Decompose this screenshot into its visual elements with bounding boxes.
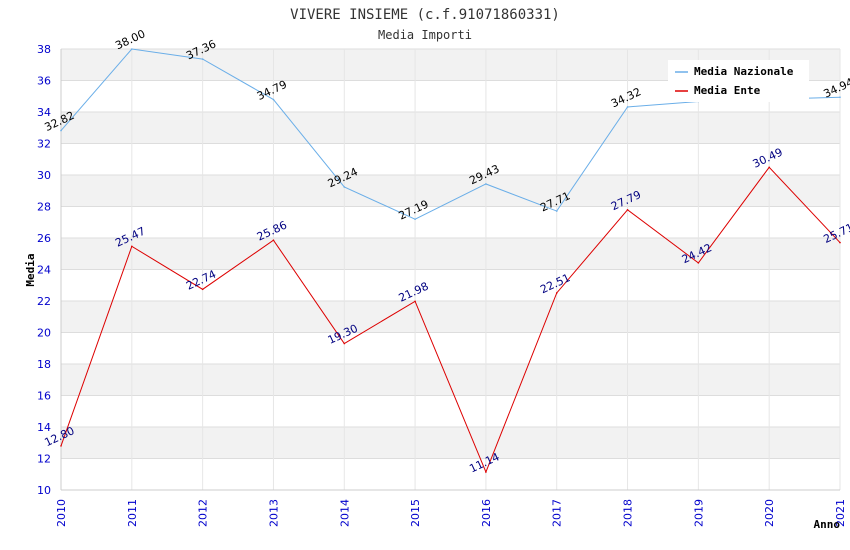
data-point-media-ente [768, 166, 770, 169]
data-point-media-nazionale [343, 186, 346, 188]
data-point-media-nazionale [839, 96, 841, 98]
data-point-media-ente [697, 262, 700, 264]
x-tick-label: 2010 [55, 499, 68, 527]
data-point-media-ente [555, 292, 558, 294]
data-point-media-nazionale [485, 183, 487, 185]
y-axis-ticks: 10 12 14 16 18 20 22 24 26 28 30 32 34 36 38 [37, 43, 51, 497]
data-point-media-ente [626, 209, 629, 211]
x-tick-label: 2021 [834, 499, 847, 527]
legend-label-media-nazionale: Media Nazionale [694, 65, 794, 78]
y-tick-label: 16 [37, 390, 51, 403]
series-line-media-ente [60, 166, 841, 474]
data-point-media-nazionale [272, 98, 275, 101]
y-tick-label: 28 [37, 201, 51, 214]
y-tick-label: 26 [37, 232, 51, 245]
y-tick-label: 12 [37, 453, 51, 466]
x-tick-label: 2016 [480, 499, 493, 527]
y-axis-label: Media [24, 253, 37, 286]
data-point-media-nazionale [555, 210, 558, 212]
data-point-media-ente [343, 342, 346, 345]
data-point-media-ente [485, 471, 487, 473]
data-point-media-ente [131, 245, 133, 248]
x-tick-label: 2012 [197, 499, 210, 527]
x-axis-ticks: 2010 2011 2012 2013 2014 2015 2016 2017 2018 2019… [55, 499, 847, 527]
plot-band [61, 238, 840, 270]
data-point-media-ente [60, 445, 62, 447]
y-tick-label: 20 [37, 327, 51, 340]
plot-band [61, 269, 840, 301]
data-point-media-ente [201, 288, 204, 291]
data-point-media-ente [272, 239, 275, 242]
x-tick-label: 2017 [551, 499, 564, 527]
y-tick-label: 30 [37, 169, 51, 182]
legend-label-media-ente: Media Ente [694, 84, 761, 97]
y-tick-label: 10 [37, 484, 51, 497]
plot-band [61, 427, 840, 459]
data-point-media-nazionale [626, 106, 629, 108]
data-point-media-ente [839, 241, 841, 244]
y-tick-label: 22 [37, 295, 51, 308]
x-tick-label: 2013 [267, 499, 280, 527]
plot-bands [61, 49, 840, 490]
x-tick-label: 2011 [126, 499, 139, 527]
chart-subtitle: Media Importi [378, 28, 472, 42]
x-tick-label: 2018 [622, 499, 635, 527]
plot-band [61, 206, 840, 238]
legend-box [668, 60, 809, 102]
plot-band [61, 301, 840, 333]
data-point-media-nazionale [131, 48, 133, 50]
plot-band [61, 143, 840, 175]
data-point-media-nazionale [201, 58, 204, 60]
data-point-media-ente [414, 300, 416, 303]
plot-band [61, 332, 840, 364]
plot-band [61, 458, 840, 490]
x-axis-label: Anno [814, 518, 841, 531]
x-tick-label: 2014 [338, 499, 351, 527]
y-tick-label: 34 [37, 106, 51, 119]
plot-band [61, 364, 840, 396]
chart-title: VIVERE INSIEME (c.f.91071860331) [290, 7, 560, 23]
legend: Media Nazionale Media Ente [668, 60, 809, 102]
x-tick-label: 2019 [692, 499, 705, 527]
plot-band [61, 112, 840, 144]
data-point-media-nazionale [414, 218, 416, 221]
x-tick-label: 2020 [763, 499, 776, 527]
y-tick-label: 14 [37, 421, 51, 434]
y-tick-label: 38 [37, 43, 51, 56]
x-tick-label: 2015 [409, 499, 422, 527]
y-tick-label: 32 [37, 138, 51, 151]
y-tick-label: 18 [37, 358, 51, 371]
y-tick-label: 24 [37, 264, 51, 277]
y-tick-label: 36 [37, 75, 51, 88]
data-point-media-nazionale [60, 129, 62, 132]
gridlines [60, 48, 841, 491]
plot-band [61, 395, 840, 427]
